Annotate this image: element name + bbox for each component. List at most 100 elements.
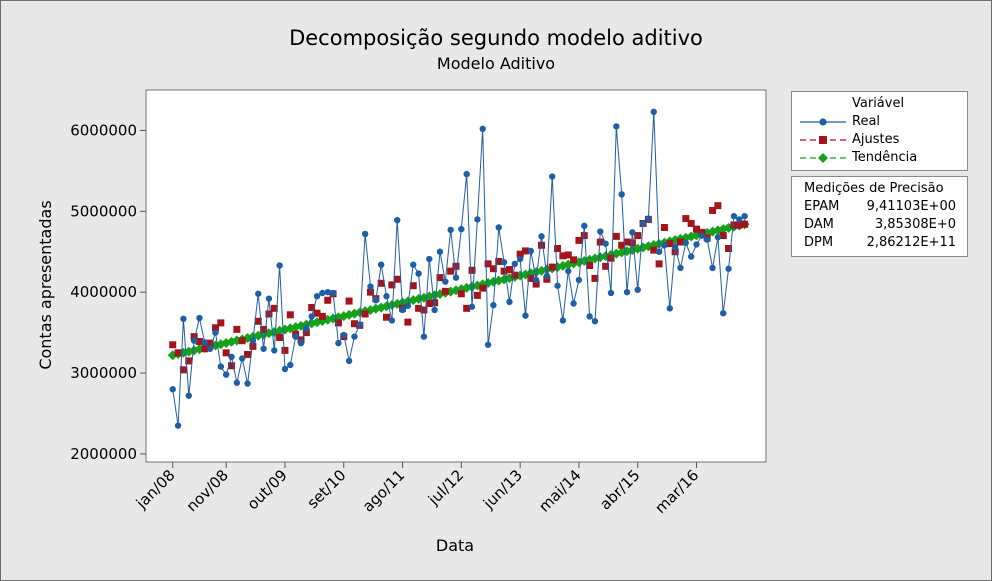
real-point bbox=[281, 365, 289, 373]
real-point bbox=[607, 289, 615, 297]
real-point bbox=[522, 312, 529, 319]
real-point bbox=[276, 262, 283, 269]
fit-point bbox=[543, 275, 551, 283]
real-point bbox=[597, 228, 604, 235]
fit-point bbox=[179, 366, 187, 374]
real-point bbox=[468, 303, 476, 310]
x-tick-label: jun/13 bbox=[479, 466, 526, 513]
x-tick-label: nov/08 bbox=[183, 466, 232, 515]
fit-point bbox=[687, 219, 695, 227]
fit-point bbox=[217, 319, 225, 327]
y-tick-label: 2000000 bbox=[70, 445, 137, 463]
real-point bbox=[650, 108, 657, 116]
real-point bbox=[698, 232, 706, 239]
fit-point bbox=[484, 260, 492, 268]
accuracy-name: DAM bbox=[804, 217, 834, 232]
fit-point bbox=[222, 349, 230, 357]
real-point bbox=[661, 242, 668, 249]
x-tick-label: jan/08 bbox=[132, 466, 179, 513]
fit-point bbox=[404, 318, 412, 326]
real-point bbox=[212, 329, 219, 336]
real-point bbox=[442, 278, 449, 285]
fit-point bbox=[249, 342, 257, 350]
real-point bbox=[255, 290, 262, 297]
fit-point bbox=[318, 312, 326, 320]
real-point bbox=[586, 313, 593, 320]
real-point bbox=[714, 233, 722, 241]
fit-point bbox=[500, 267, 508, 275]
fit-point bbox=[719, 232, 727, 240]
x-tick-label: abr/15 bbox=[596, 466, 643, 513]
real-point bbox=[367, 283, 374, 290]
x-tick-label: set/10 bbox=[304, 466, 350, 512]
real-point bbox=[655, 248, 663, 255]
real-point bbox=[372, 297, 380, 304]
real-point bbox=[682, 239, 690, 247]
fit-point bbox=[660, 223, 668, 231]
real-point bbox=[308, 313, 315, 320]
real-point bbox=[206, 345, 214, 352]
legend-label-tendencia: Tendência bbox=[852, 150, 918, 165]
real-point bbox=[174, 422, 182, 429]
legend-item-ajustes: Ajustes bbox=[792, 131, 967, 149]
real-point bbox=[388, 317, 396, 324]
real-point bbox=[704, 236, 711, 243]
fit-point bbox=[254, 317, 262, 325]
fit-point bbox=[735, 221, 743, 229]
real-point bbox=[271, 347, 278, 354]
fit-point bbox=[174, 349, 182, 357]
fit-point bbox=[521, 247, 529, 255]
fit-point bbox=[612, 232, 620, 240]
real-point bbox=[639, 220, 647, 227]
real-point bbox=[463, 170, 470, 178]
fit-point bbox=[468, 266, 476, 274]
fit-point bbox=[527, 274, 535, 282]
fit-point bbox=[260, 325, 268, 333]
real-point bbox=[361, 230, 369, 238]
real-point bbox=[645, 215, 652, 222]
fit-point bbox=[265, 310, 273, 318]
real-point bbox=[201, 339, 208, 346]
real-point bbox=[516, 255, 524, 263]
fit-point bbox=[580, 232, 588, 240]
real-point bbox=[233, 379, 241, 386]
fit-point bbox=[302, 329, 310, 337]
real-point bbox=[431, 306, 438, 314]
fit-point bbox=[564, 251, 572, 259]
real-point bbox=[447, 226, 454, 234]
real-point bbox=[532, 276, 540, 284]
fit-point bbox=[238, 337, 246, 345]
real-point bbox=[383, 293, 390, 300]
fit-point bbox=[676, 238, 684, 246]
real-point bbox=[570, 300, 577, 307]
real-point bbox=[618, 191, 625, 198]
fit-point bbox=[634, 232, 642, 240]
accuracy-row-dpm: DPM 2,86212E+11 bbox=[804, 235, 964, 253]
fit-point bbox=[575, 236, 583, 244]
real-line bbox=[172, 111, 745, 426]
fit-point bbox=[425, 299, 433, 307]
real-point bbox=[292, 333, 299, 340]
fit-point bbox=[286, 311, 294, 319]
fit-point bbox=[607, 254, 615, 262]
x-tick-label: ago/11 bbox=[359, 466, 409, 516]
real-point bbox=[490, 301, 497, 309]
fit-point bbox=[441, 287, 449, 295]
fit-point bbox=[538, 241, 546, 249]
fit-point bbox=[602, 262, 610, 270]
real-point bbox=[335, 339, 342, 347]
fit-point bbox=[313, 309, 321, 317]
fit-point bbox=[559, 252, 567, 260]
fit-point bbox=[334, 319, 342, 327]
fit-point bbox=[393, 275, 401, 283]
real-point bbox=[239, 355, 246, 362]
real-point bbox=[303, 325, 310, 332]
fit-point bbox=[388, 281, 396, 289]
legend-item-tendencia: Tendência bbox=[792, 149, 967, 167]
fit-point bbox=[463, 304, 471, 312]
real-point bbox=[180, 315, 187, 323]
accuracy-name: DPM bbox=[804, 235, 834, 250]
legend-marker-ajustes bbox=[800, 136, 846, 144]
fit-point bbox=[698, 228, 706, 236]
accuracy-value: 3,85308E+0 bbox=[874, 217, 956, 232]
